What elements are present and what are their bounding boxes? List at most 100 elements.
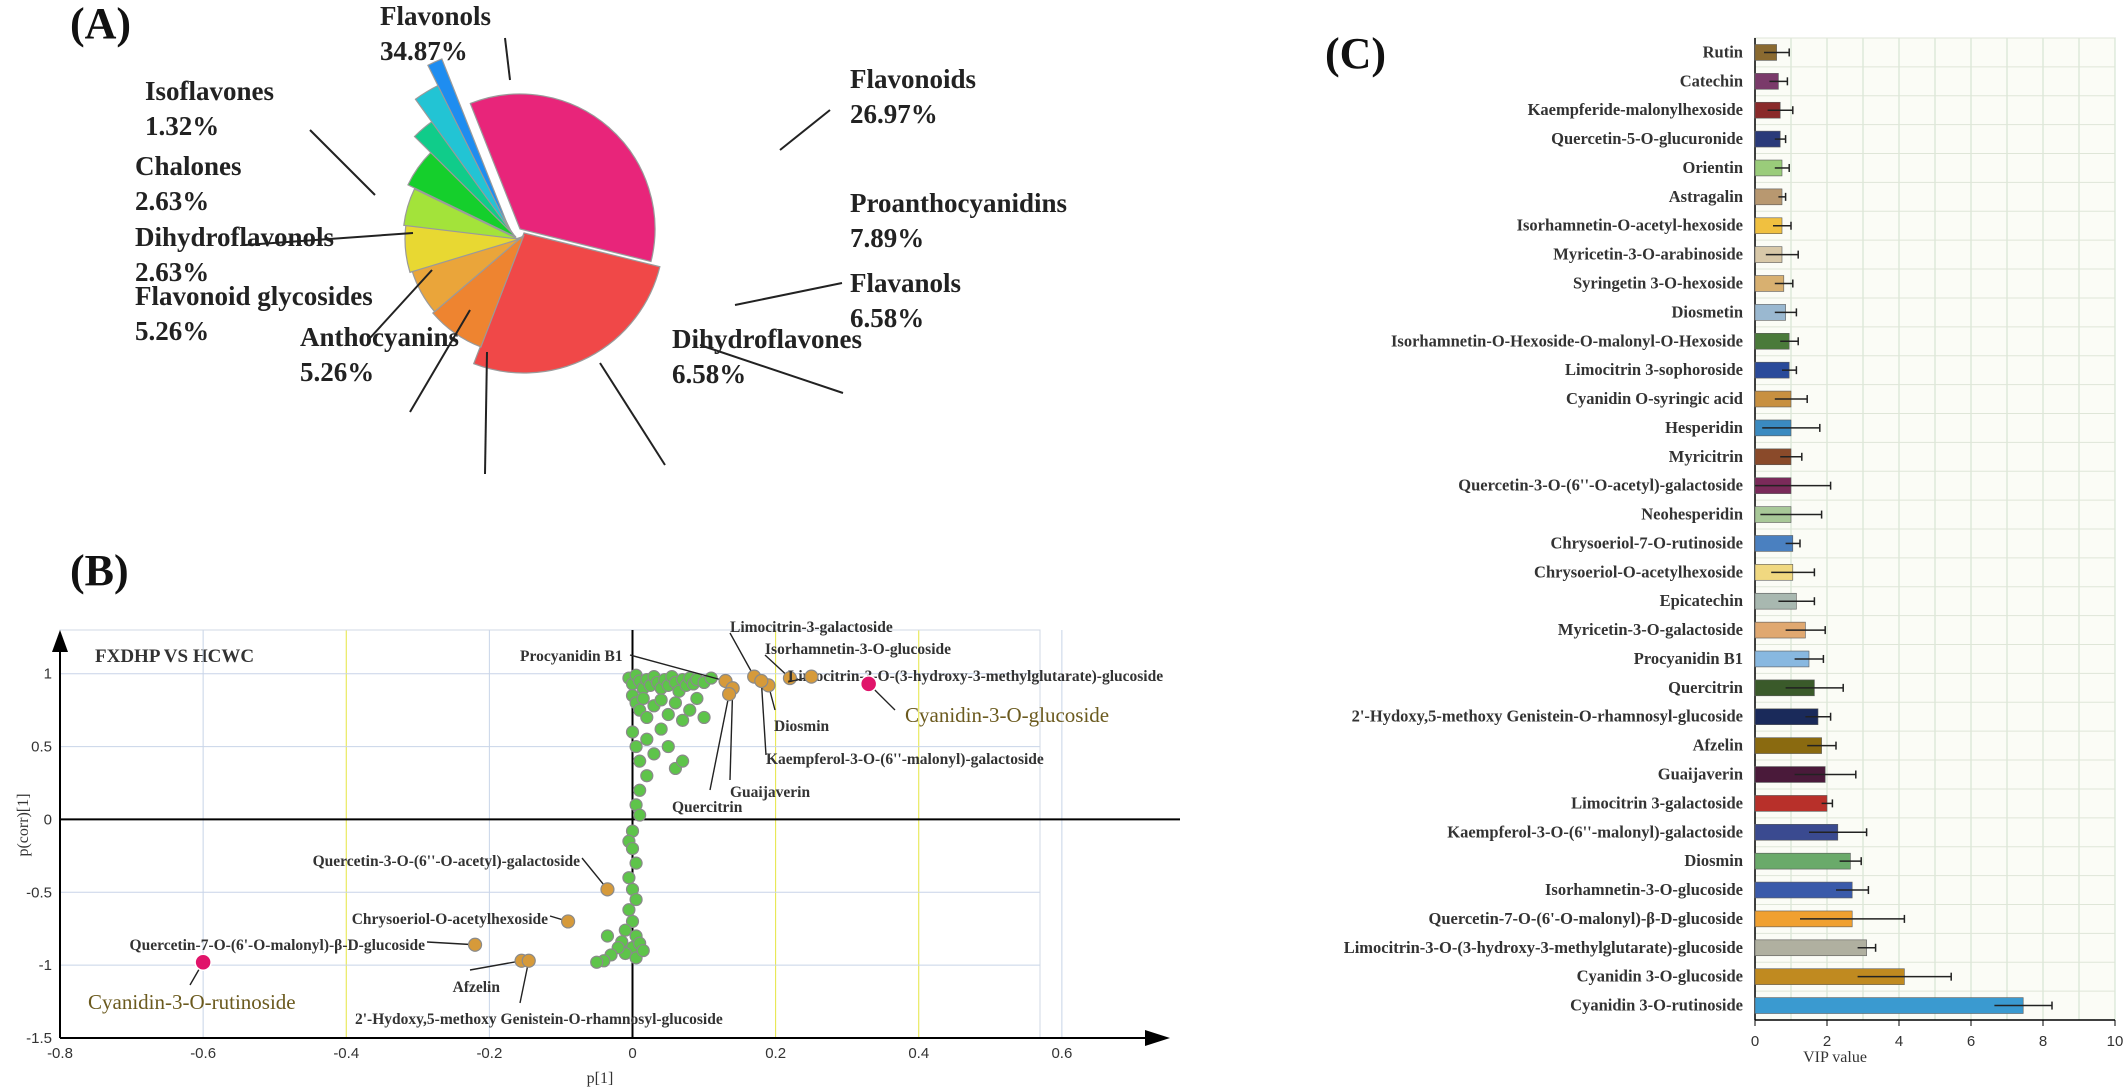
- vip-label-myricitrin: Myricitrin: [1669, 447, 1743, 466]
- pie-leader-flavanols: [699, 344, 844, 394]
- scatter-point: [661, 739, 675, 754]
- vip-label-epicatechin: Epicatechin: [1660, 591, 1743, 610]
- scatter-point: [633, 783, 647, 797]
- pie-leader-flavonols: [504, 37, 511, 81]
- scatter-point-highlight-cyanidin-3-o-glucoside: [859, 675, 878, 693]
- scatter-label-quercetin-3-o-6-o-acetyl-galactoside: Quercetin-3-O-(6''-O-acetyl)-galactoside: [313, 853, 581, 870]
- scatter-x-tick: 0: [628, 1045, 636, 1062]
- pie-leader-isoflavones: [309, 129, 376, 196]
- pie-label-flavonoids: Flavonoids: [850, 64, 976, 94]
- scatter-point: [625, 841, 640, 856]
- vip-bar-limocitrin-3-galactoside: [1754, 795, 1828, 812]
- scatter-point: [640, 769, 654, 783]
- scatter-label-diosmin: Diosmin: [774, 718, 830, 735]
- panel-a-letter: (A): [70, 0, 131, 48]
- scatter-point: [640, 732, 654, 746]
- pie-pct-flavonoid-glycosides: 5.26%: [135, 316, 209, 346]
- scatter-point: [622, 903, 636, 917]
- scatter-label-quercetin-7-o-6-o-malonyl-d-glucoside: Quercetin-7-O-(6'-O-malonyl)-β-D-glucosi…: [130, 937, 426, 954]
- scatter-point: [629, 892, 643, 907]
- vip-label-catechin: Catechin: [1680, 71, 1743, 90]
- scatter-label-chrysoeriol-o-acetylhexoside: Chrysoeriol-O-acetylhexoside: [352, 911, 548, 928]
- scatter-label-limocitrin-3-o-3-hydroxy-3-methylglutarate-glucoside: Limocitrin-3-O-(3-hydroxy-3-methylglutar…: [788, 668, 1163, 685]
- scatter-point-chrysoeriol-o-acetylhexoside: [560, 914, 576, 929]
- pie-pct-chalones: 2.63%: [135, 186, 209, 216]
- scatter-point: [675, 754, 690, 768]
- scatter-leader-limocitrin-3-galactoside: [729, 632, 755, 677]
- scatter-leader-kaempferol-3-o-6-malonyl-galactoside: [760, 680, 767, 756]
- pie-leader-flavonoids: [779, 109, 831, 151]
- scatter-title: FXDHP VS HCWC: [95, 646, 254, 667]
- pie-label-dihydroflavones: Dihydroflavones: [672, 324, 862, 354]
- pie-pct-flavonols: 34.87%: [380, 36, 468, 66]
- scatter-point-2-hydoxy-5-methoxy-genistein-o-rhamnosyl-glucoside: [521, 953, 536, 968]
- pie-leader-chalones: [244, 232, 414, 246]
- vip-label-diosmin: Diosmin: [1684, 851, 1743, 870]
- vip-label-chrysoeriol-7-o-rutinoside: Chrysoeriol-7-O-rutinoside: [1551, 533, 1743, 552]
- scatter-point: [629, 856, 643, 870]
- pie-label-isoflavones: Isoflavones: [145, 76, 274, 106]
- scatter-point: [633, 808, 647, 822]
- scatter-y-arrow: [52, 630, 68, 652]
- scatter-point: [600, 929, 615, 943]
- vip-x-label: VIP value: [1803, 1049, 1867, 1066]
- scatter-point: [636, 943, 650, 958]
- vip-label-guaijaverin: Guaijaverin: [1658, 765, 1743, 784]
- vip-label-hesperidin: Hesperidin: [1665, 418, 1743, 437]
- panel-b-letter: (B): [70, 546, 129, 595]
- vip-label-quercitrin: Quercitrin: [1668, 678, 1743, 697]
- vip-label-kaempferol-3-o-6-malonyl-galactoside: Kaempferol-3-O-(6''-malonyl)-galactoside: [1447, 822, 1743, 841]
- scatter-point: [622, 871, 636, 885]
- pie-slice-flavonols: [469, 93, 656, 263]
- pie-label-flavonoid-glycosides: Flavonoid glycosides: [135, 281, 373, 311]
- scatter-label-limocitrin-3-galactoside: Limocitrin-3-galactoside: [730, 619, 893, 636]
- scatter-x-tick: 0.2: [765, 1045, 786, 1062]
- scatter-point-limocitrin-3-o-3-hydroxy-3-methylglutarate-glucoside: [804, 669, 819, 684]
- vip-x-tick: 6: [1967, 1033, 1975, 1050]
- scatter-point: [675, 713, 690, 727]
- scatter-point-quercetin-7-o-6-o-malonyl-d-glucoside: [467, 937, 483, 952]
- pie-label-flavanols: Flavanols: [850, 268, 961, 298]
- pie-leader-dihydroflavonols: [369, 269, 433, 339]
- scatter-label-2-hydoxy-5-methoxy-genistein-o-rhamnosyl-glucoside: 2'-Hydoxy,5-methoxy Genistein-O-rhamnosy…: [355, 1011, 723, 1028]
- scatter-y-tick: -1.5: [26, 1030, 52, 1047]
- scatter-point: [636, 691, 650, 706]
- vip-label-cyanidin-3-o-rutinoside: Cyanidin 3-O-rutinoside: [1570, 996, 1743, 1015]
- vip-label-chrysoeriol-o-acetylhexoside: Chrysoeriol-O-acetylhexoside: [1534, 562, 1743, 581]
- scatter-point-quercetin-3-o-6-o-acetyl-galactoside: [600, 882, 615, 897]
- scatter-label-isorhamnetin-3-o-glucoside: Isorhamnetin-3-O-glucoside: [765, 641, 951, 658]
- pie-leader-dihydroflavones: [599, 362, 666, 466]
- scatter-point: [590, 955, 604, 969]
- scatter-point: [697, 710, 711, 725]
- vip-bar-astragalin: [1754, 188, 1783, 206]
- scatter-label-afzelin: Afzelin: [453, 979, 501, 996]
- pie-pct-isoflavones: 1.32%: [145, 111, 219, 141]
- scatter-label-cyanidin-3-o-rutinoside: Cyanidin-3-O-rutinoside: [88, 990, 296, 1014]
- scatter-leader-quercetin-7-o-6-o-malonyl-d-glucoside: [426, 941, 476, 946]
- scatter-x-label: p[1]: [587, 1070, 614, 1087]
- vip-bar-diosmin: [1754, 852, 1851, 870]
- scatter-point: [625, 914, 640, 929]
- scatter-plot: FXDHP VS HCWC p[1] p(corr)[1] -0.8 -0.6 -0…: [15, 619, 1180, 1087]
- scatter-point: [625, 725, 640, 739]
- scatter-point: [661, 707, 675, 722]
- vip-x-tick: 2: [1823, 1033, 1831, 1050]
- vip-x-tick: 10: [2107, 1033, 2124, 1050]
- scatter-y-label: p(corr)[1]: [15, 793, 32, 856]
- vip-label-kaempferide-malonylhexoside: Kaempferide-malonylhexoside: [1528, 100, 1743, 119]
- vip-bar-limocitrin-3-o-3-hydroxy-3-methylglutarate-glucoside: [1754, 939, 1867, 957]
- vip-label-rutin: Rutin: [1703, 42, 1743, 61]
- scatter-frame: [59, 629, 1041, 1039]
- scatter-y-tick: 0.5: [31, 739, 52, 756]
- scatter-label-cyanidin-3-o-glucoside: Cyanidin-3-O-glucoside: [905, 703, 1109, 727]
- scatter-label-quercitrin: Quercitrin: [672, 799, 743, 816]
- scatter-point: [683, 703, 697, 717]
- pie-slice-flavonoids: [472, 232, 661, 374]
- vip-x-tick: 8: [2039, 1033, 2047, 1050]
- scatter-point-highlight-cyanidin-3-o-rutinoside: [194, 953, 212, 971]
- scatter-point: [668, 696, 683, 710]
- scatter-label-procyanidin-b1: Procyanidin B1: [520, 648, 623, 665]
- pie-slice-anthocyanins: [403, 188, 519, 240]
- scatter-point: [633, 754, 647, 768]
